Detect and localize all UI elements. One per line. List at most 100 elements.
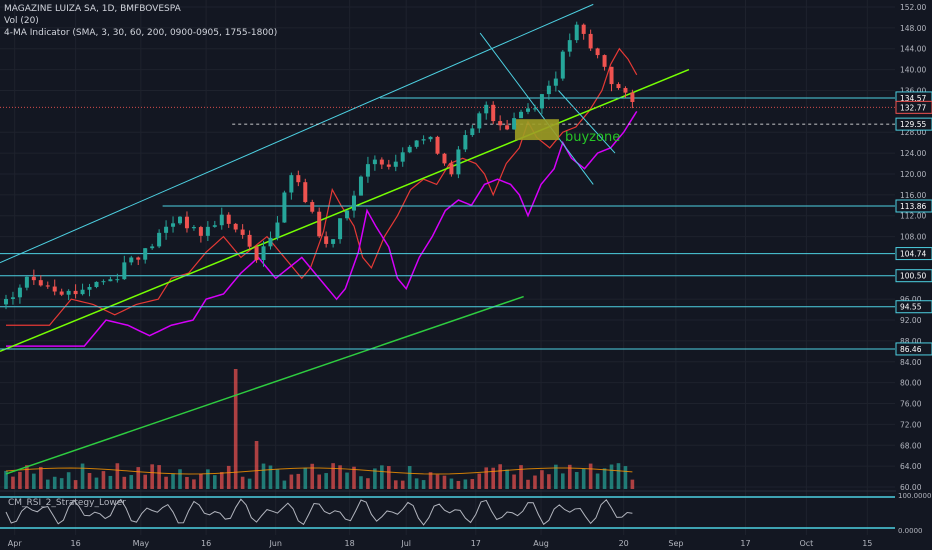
price-tick-label: 72.00: [900, 420, 922, 429]
candle-body: [442, 153, 447, 164]
candle-body: [331, 239, 336, 244]
price-tick-label: 64.00: [900, 462, 922, 471]
candle-body: [470, 128, 475, 136]
candle-body: [52, 286, 57, 292]
candle-body: [623, 88, 628, 93]
candle-body: [574, 24, 579, 41]
volume-bar: [414, 478, 419, 489]
volume-bar: [108, 475, 113, 489]
time-tick-label: 15: [862, 539, 872, 548]
price-tick-label: 116.00: [900, 191, 926, 200]
volume-bar: [213, 475, 217, 489]
candle-body: [66, 290, 71, 295]
candle-body: [226, 214, 231, 224]
volume-bar: [519, 465, 523, 489]
volume-bar: [178, 469, 182, 489]
volume-bar: [171, 473, 175, 489]
volume-bar: [567, 464, 572, 489]
buyzone-label: buyzone: [565, 130, 621, 145]
price-tick-label: 148.00: [900, 24, 926, 33]
candle-body: [546, 85, 551, 95]
candle-body: [296, 175, 301, 183]
volume-bar: [449, 478, 454, 489]
candle-body: [212, 225, 217, 227]
time-tick-label: Oct: [799, 539, 813, 548]
candle-body: [553, 78, 558, 86]
candle-body: [178, 216, 182, 224]
grid-lines: [0, 0, 932, 535]
volume-bar: [491, 467, 495, 489]
price-tick-label: 128.00: [900, 128, 926, 137]
volume-bar: [581, 468, 586, 489]
volume-bar: [477, 473, 482, 489]
volume-bar: [345, 472, 349, 489]
volume-bar: [206, 469, 210, 489]
candle-body: [324, 236, 329, 244]
candle-body: [136, 257, 141, 260]
time-tick-label: 16: [201, 539, 211, 548]
volume-bar: [561, 473, 565, 489]
candle-body: [358, 176, 363, 196]
price-tick-label: 108.00: [900, 233, 926, 242]
volume-bar: [136, 467, 141, 489]
volume-bar: [407, 466, 412, 489]
volume-bar: [157, 465, 161, 489]
time-tick-label: 17: [740, 539, 750, 548]
volume-bar: [254, 441, 259, 489]
volume-bar: [233, 369, 238, 489]
candle-body: [588, 33, 593, 49]
volume-bar: [470, 479, 475, 489]
time-tick-label: Sep: [668, 539, 683, 548]
price-marker-label: 129.55: [900, 120, 926, 129]
candle-body: [609, 66, 614, 85]
candle-body: [498, 121, 503, 126]
price-tick-label: 96.00: [900, 295, 922, 304]
volume-bar: [554, 464, 558, 489]
candle-body: [205, 226, 210, 236]
volume-bar: [498, 464, 502, 489]
candle-body: [87, 286, 92, 290]
price-marker-label: 86.46: [900, 345, 922, 354]
time-tick-label: 18: [345, 539, 355, 548]
volume-bar: [296, 473, 301, 489]
candle-body: [310, 202, 315, 212]
candle-body: [219, 214, 224, 226]
candle-body: [191, 227, 196, 229]
price-axis: 152.00 148.00 144.00 140.00 136.00 128.00 124.…: [895, 0, 932, 550]
candle-body: [73, 290, 78, 295]
candle-body: [247, 234, 252, 247]
time-tick-label: 17: [471, 539, 481, 548]
volume-bar: [219, 472, 224, 489]
candle-body: [101, 281, 106, 283]
volume-bar: [463, 479, 468, 489]
volume-bar: [588, 463, 593, 489]
volume-indicator-title: Vol (20): [4, 16, 39, 26]
price-marker-label: 132.77: [900, 103, 926, 112]
volume-bar: [18, 471, 22, 489]
volume-bar: [317, 474, 321, 489]
candle-body: [484, 104, 489, 114]
time-tick-label: 20: [619, 539, 629, 548]
volume-bar: [164, 476, 168, 489]
rsi-tick-label: 0.0000: [898, 527, 923, 535]
price-tick-label: 124.00: [900, 149, 926, 158]
volume-bar: [574, 472, 579, 489]
price-tick-label: 92.00: [900, 316, 922, 325]
candle-body: [275, 222, 280, 238]
price-tick-label: 144.00: [900, 45, 926, 54]
volume-bar: [199, 473, 203, 489]
volume-ma-line: [5, 467, 633, 475]
volume-bar: [45, 479, 50, 489]
price-marker-label: 100.50: [900, 272, 926, 281]
volume-bar: [428, 472, 433, 489]
volume-bar: [25, 465, 29, 489]
candle-body: [94, 281, 99, 287]
candle-body: [150, 246, 155, 249]
price-tick-label: 68.00: [900, 441, 922, 450]
candle-body: [595, 48, 600, 56]
price-marker-label: 104.74: [900, 250, 926, 259]
volume-bar: [623, 466, 628, 489]
volume-bar: [94, 477, 99, 489]
rsi-line: [5, 498, 633, 526]
